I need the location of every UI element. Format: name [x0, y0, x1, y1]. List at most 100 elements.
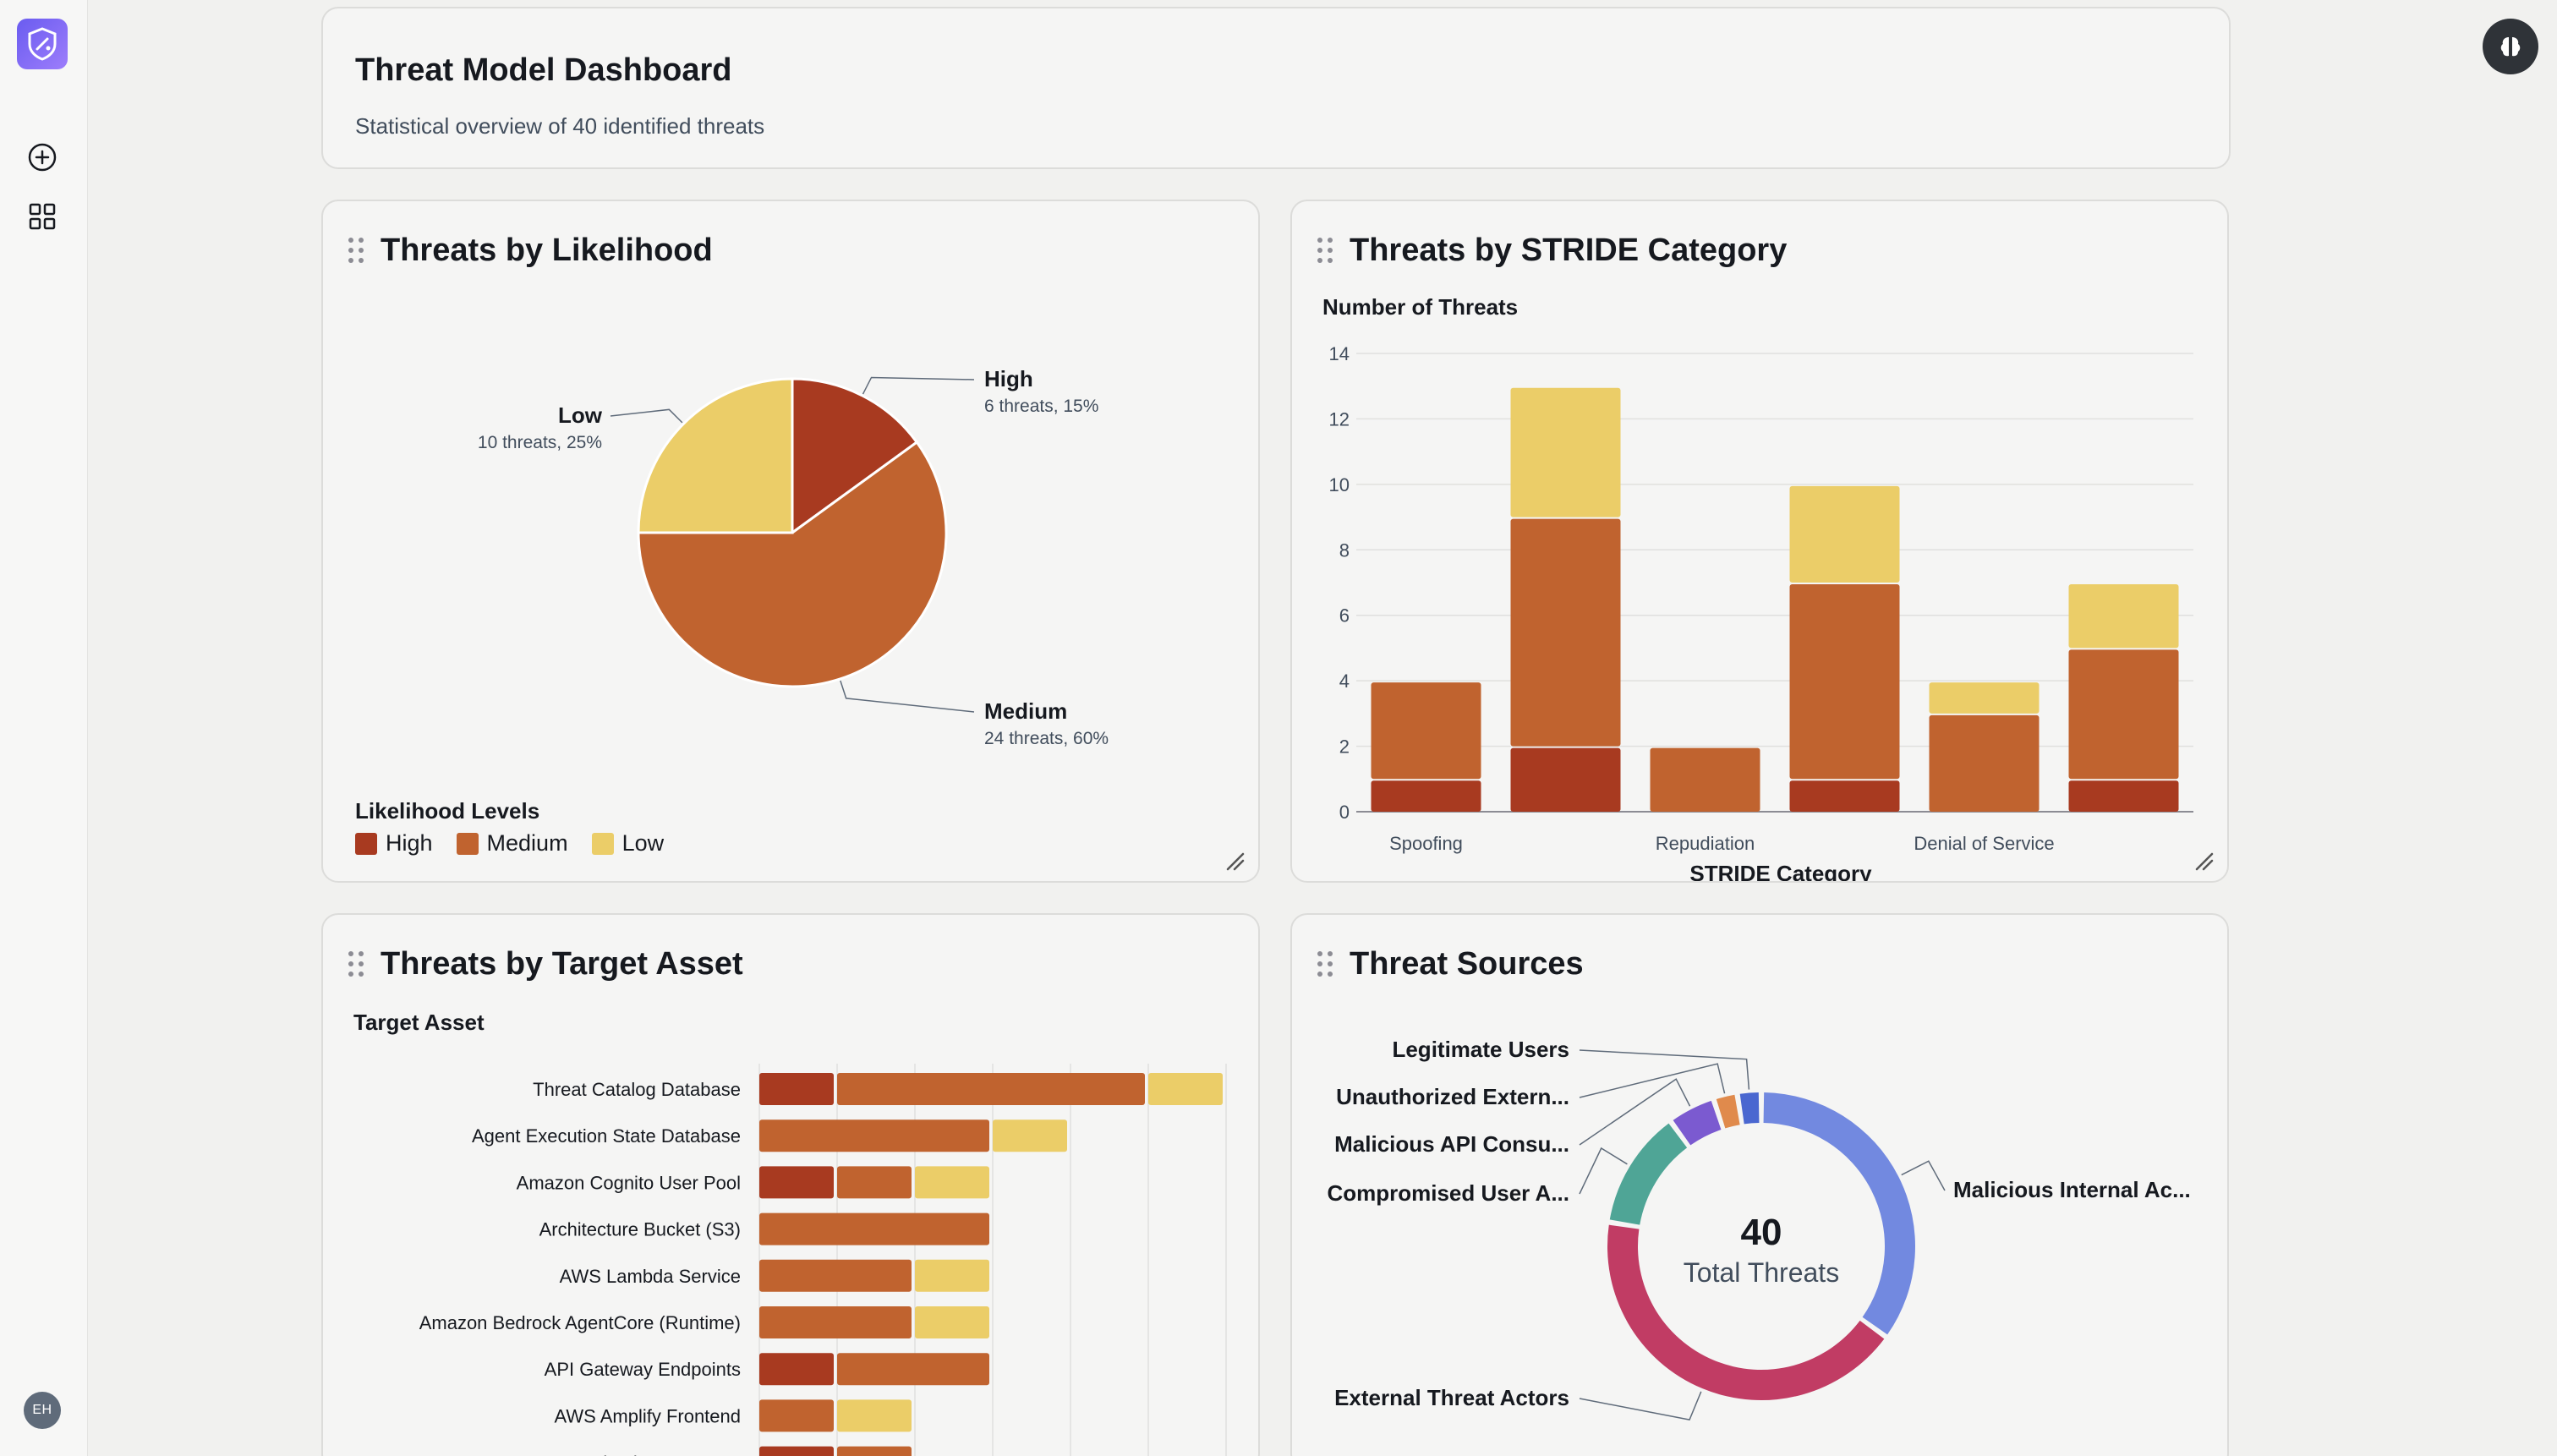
pie-label: Medium — [984, 698, 1067, 724]
pie-slice-medium[interactable] — [637, 440, 948, 688]
bar-segment-denial-of-service-low[interactable] — [1929, 682, 2040, 714]
bar-segment-aws-lambda-service-low[interactable] — [915, 1259, 989, 1292]
legend-item-low[interactable]: Low — [591, 830, 664, 857]
drag-handle-icon[interactable] — [1317, 951, 1334, 977]
y-tick-label: 6 — [1339, 605, 1350, 627]
bar-segment-agent-execution-state-database-low[interactable] — [993, 1119, 1067, 1152]
bar-segment-amazon-bedrock-agentcore-runtime-medium[interactable] — [759, 1306, 912, 1338]
bar-segment-architecture-bucket-s3-medium[interactable] — [759, 1212, 989, 1245]
bar-segment-information-disclosure-high[interactable] — [1789, 780, 1900, 812]
bar-segment-bedrock-spec-asset-medium[interactable] — [837, 1446, 912, 1456]
sources-card: Threat Sources Malicious Internal Ac... E… — [1290, 913, 2229, 1456]
bar-segment-aws-amplify-frontend-medium[interactable] — [759, 1399, 834, 1432]
bar-segment-elevation-of-privilege-medium[interactable] — [2068, 649, 2179, 780]
donut-leader-line — [1579, 1147, 1628, 1195]
plus-circle-icon — [28, 143, 57, 172]
pie-leader-line — [862, 376, 975, 395]
pie-label-detail: 6 threats, 15% — [984, 397, 1098, 416]
bar-segment-elevation-of-privilege-low[interactable] — [2068, 584, 2179, 649]
y-tick-label: 12 — [1329, 408, 1350, 430]
sources-donut-chart: Malicious Internal Ac... External Threat … — [1327, 1037, 2191, 1420]
bar-segment-threat-catalog-database-high[interactable] — [759, 1073, 834, 1105]
x-tick-label: Spoofing — [1389, 833, 1463, 854]
card-title: Threats by STRIDE Category — [1350, 232, 1788, 268]
grid-icon — [29, 203, 56, 230]
bar-segment-amazon-bedrock-agentcore-runtime-low[interactable] — [915, 1306, 989, 1338]
bar-segment-aws-lambda-service-medium[interactable] — [759, 1259, 912, 1292]
resize-handle-icon[interactable] — [2193, 851, 2214, 871]
y-tick-label: Architecture Bucket (S3) — [539, 1219, 741, 1240]
app-logo[interactable] — [17, 19, 68, 69]
drag-handle-icon[interactable] — [1317, 238, 1334, 263]
bar-segment-information-disclosure-medium[interactable] — [1789, 584, 1900, 780]
donut-leader-line — [1579, 1049, 1750, 1090]
pie-slice-high[interactable] — [791, 377, 919, 535]
bar-segment-agent-execution-state-database-medium[interactable] — [759, 1119, 989, 1152]
dashboard-button[interactable] — [22, 196, 63, 237]
pie-label: High — [984, 366, 1033, 391]
donut-label: External Threat Actors — [1334, 1385, 1569, 1410]
y-tick-label: 0 — [1339, 802, 1350, 823]
resize-handle-icon[interactable] — [1224, 851, 1245, 871]
bar-segment-spoofing-medium[interactable] — [1371, 682, 1481, 780]
y-tick-label: 8 — [1339, 539, 1350, 561]
assistant-button[interactable] — [2483, 19, 2538, 74]
donut-slice-compromised-user-a[interactable] — [1609, 1123, 1688, 1225]
asset-bar-chart: Target Asset Threat Catalog Database Agent… — [353, 1010, 1227, 1456]
donut-label: Unauthorized Extern... — [1336, 1084, 1569, 1109]
bar-segment-bedrock-spec-asset-high[interactable] — [759, 1446, 834, 1456]
bar-segment-repudiation-medium[interactable] — [1650, 747, 1760, 812]
y-axis-title: Number of Threats — [1322, 294, 1518, 320]
donut-leader-line — [1579, 1063, 1726, 1098]
y-tick-label: 2 — [1339, 736, 1350, 758]
brain-icon — [2500, 37, 2521, 57]
y-tick-label: AWS Amplify Frontend — [555, 1405, 741, 1426]
bar-segment-api-gateway-endpoints-medium[interactable] — [837, 1353, 989, 1386]
bar-segment-information-disclosure-low[interactable] — [1789, 485, 1900, 583]
bar-segment-amazon-cognito-user-pool-medium[interactable] — [837, 1166, 912, 1199]
bar-segment-amazon-cognito-user-pool-low[interactable] — [915, 1166, 989, 1199]
pie-label-detail: 24 threats, 60% — [984, 729, 1109, 748]
sidebar: EH — [0, 0, 88, 1456]
stride-card: Threats by STRIDE Category Number of Thr… — [1290, 200, 2229, 883]
y-tick-label: Bedrock Spec Asset — [574, 1453, 741, 1456]
x-axis-title: STRIDE Category — [1689, 861, 1872, 883]
donut-slice-malicious-internal-ac[interactable] — [1763, 1092, 1915, 1335]
bar-segment-threat-catalog-database-medium[interactable] — [837, 1073, 1145, 1105]
avatar[interactable]: EH — [24, 1392, 61, 1429]
card-title: Threats by Target Asset — [381, 945, 743, 982]
bar-segment-elevation-of-privilege-high[interactable] — [2068, 780, 2179, 812]
y-axis-title: Target Asset — [353, 1010, 485, 1035]
donut-slice-malicious-api-consu[interactable] — [1673, 1100, 1722, 1146]
bar-segment-denial-of-service-medium[interactable] — [1929, 714, 2040, 812]
add-button[interactable] — [22, 137, 63, 178]
donut-slice-legitimate-users[interactable] — [1739, 1092, 1760, 1125]
y-tick-label: Agent Execution State Database — [472, 1125, 741, 1147]
bar-segment-spoofing-high[interactable] — [1371, 780, 1481, 812]
bar-segment-aws-amplify-frontend-low[interactable] — [837, 1399, 912, 1432]
pie-slice-low[interactable] — [637, 377, 794, 534]
bar-segment-tampering-medium[interactable] — [1510, 518, 1621, 747]
likelihood-pie-chart: High 6 threats, 15% Medium 24 threats, 60% L… — [478, 366, 1109, 748]
legend-item-medium[interactable]: Medium — [456, 830, 568, 857]
bar-segment-amazon-cognito-user-pool-high[interactable] — [759, 1166, 834, 1199]
y-tick-label: 10 — [1329, 474, 1350, 495]
donut-leader-line — [1579, 1078, 1691, 1146]
stride-bar-chart: Number of Threats 0 2 4 6 8 10 12 14 Spoofing Repu… — [1322, 294, 2193, 883]
card-title: Threats by Likelihood — [381, 232, 713, 268]
header-card: Threat Model Dashboard Statistical overv… — [321, 7, 2231, 169]
drag-handle-icon[interactable] — [348, 238, 365, 263]
bar-segment-tampering-high[interactable] — [1510, 747, 1621, 812]
legend: High Medium Low — [355, 830, 664, 857]
donut-label: Compromised User A... — [1327, 1180, 1569, 1206]
bar-segment-api-gateway-endpoints-high[interactable] — [759, 1353, 834, 1386]
bar-segment-threat-catalog-database-low[interactable] — [1148, 1073, 1223, 1105]
donut-label: Malicious API Consu... — [1334, 1131, 1569, 1157]
donut-slice-unauthorized-extern[interactable] — [1716, 1094, 1740, 1129]
drag-handle-icon[interactable] — [348, 951, 365, 977]
donut-slice-external-threat-actors[interactable] — [1607, 1224, 1885, 1400]
legend-item-high[interactable]: High — [355, 830, 433, 857]
donut-leader-line — [1901, 1160, 1946, 1191]
y-tick-label: API Gateway Endpoints — [545, 1359, 741, 1380]
bar-segment-tampering-low[interactable] — [1510, 387, 1621, 517]
